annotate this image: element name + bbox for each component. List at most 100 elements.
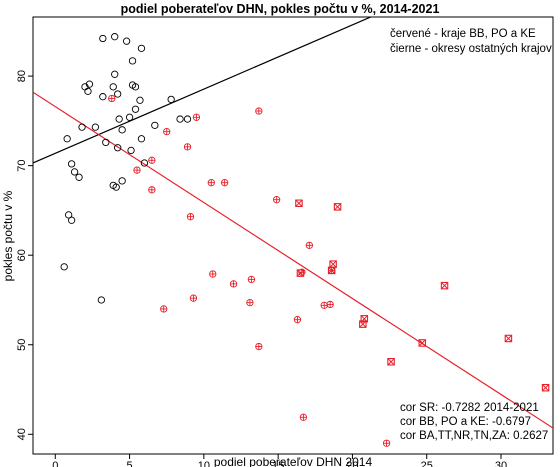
data-point-open-circle: [91, 123, 100, 131]
regression-lines: [33, 17, 553, 429]
data-point-square-x: [504, 334, 513, 343]
data-point-circle-plus: [209, 270, 217, 278]
legend: červené - kraje BB, PO a KE čierne - okr…: [390, 28, 552, 55]
legend-entry-black: čierne - okresy ostatných krajov: [390, 43, 552, 55]
data-point-open-circle: [99, 34, 107, 43]
data-point-open-circle: [65, 211, 73, 219]
data-point-square-x: [295, 199, 303, 208]
y-tick-label: 50: [16, 339, 28, 351]
y-axis-ticks: 40 50 60 70 80: [16, 70, 33, 440]
data-point-square-x: [329, 260, 337, 268]
data-point-circle-plus: [148, 156, 156, 164]
correlation-annotations: cor SR: -0.7282 2014-2021 cor BB, PO a K…: [400, 402, 548, 442]
data-point-open-circle: [70, 168, 79, 176]
data-point-circle-plus: [293, 316, 302, 324]
regression-line-black: [33, 17, 373, 164]
x-tick-label: 25: [421, 460, 433, 467]
chart-title: podiel poberateľov DHN, pokles počtu v %…: [121, 2, 440, 16]
legend-entry-red: červené - kraje BB, PO a KE: [390, 28, 536, 40]
data-point-open-circle: [131, 83, 140, 91]
x-tick-label: 0: [52, 460, 58, 467]
data-point-open-circle: [114, 90, 122, 98]
data-point-open-circle: [128, 57, 137, 65]
data-point-circle-plus: [305, 241, 313, 250]
y-tick-label: 70: [16, 160, 28, 172]
x-tick-label: 20: [346, 460, 358, 467]
data-point-square-x: [333, 203, 342, 211]
regression-line-red: [33, 91, 553, 429]
data-point-open-circle: [183, 115, 192, 123]
data-point-open-circle: [111, 33, 119, 41]
data-point-open-circle: [125, 113, 134, 121]
x-axis-label: podiel poberateľov DHN 2014: [214, 455, 373, 467]
data-point-open-circle: [118, 177, 126, 185]
data-point-open-circle: [109, 83, 117, 91]
data-point-square-x: [440, 281, 449, 290]
data-point-open-circle: [118, 126, 126, 134]
data-point-circle-plus: [207, 179, 215, 187]
data-point-circle-plus: [221, 179, 229, 187]
data-point-open-circle: [102, 138, 110, 147]
data-points: [60, 33, 550, 447]
data-point-square-x: [296, 269, 305, 277]
data-point-circle-plus: [192, 113, 201, 121]
data-point-open-circle: [140, 159, 149, 167]
data-point-circle-plus: [108, 94, 116, 103]
data-point-circle-plus: [255, 342, 263, 351]
annotation-cor-sr: cor SR: -0.7282 2014-2021: [400, 402, 539, 414]
data-point-open-circle: [67, 160, 76, 168]
data-point-circle-plus: [247, 275, 256, 284]
data-point-circle-plus: [273, 196, 281, 204]
data-point-open-circle: [167, 95, 175, 104]
x-tick-label: 5: [127, 460, 133, 467]
data-point-circle-plus: [229, 280, 238, 288]
data-point-open-circle: [97, 296, 105, 304]
plot-frame: [32, 16, 554, 455]
x-tick-label: 15: [272, 460, 284, 467]
data-point-open-circle: [67, 216, 76, 224]
y-axis-label: pokles počtu v %: [1, 190, 15, 281]
y-tick-label: 40: [16, 428, 28, 440]
data-point-square-x: [541, 383, 550, 392]
y-tick-label: 60: [16, 249, 28, 261]
data-point-circle-plus: [255, 107, 263, 115]
data-point-square-x: [327, 266, 336, 275]
annotation-cor-west: cor BA,TT,NR,TN,ZA: 0.2627: [400, 430, 548, 442]
data-point-circle-plus: [382, 439, 391, 447]
data-point-open-circle: [122, 37, 131, 45]
data-point-open-circle: [78, 123, 86, 131]
data-point-circle-plus: [299, 413, 308, 421]
data-point-circle-plus: [326, 300, 334, 309]
data-point-open-circle: [112, 183, 120, 191]
data-point-open-circle: [127, 146, 135, 155]
data-point-open-circle: [84, 87, 92, 95]
data-point-circle-plus: [320, 301, 328, 309]
data-point-circle-plus: [246, 299, 254, 307]
x-axis-ticks: 0 5 10 15 20 25 30: [52, 454, 507, 467]
data-point-circle-plus: [163, 127, 171, 136]
data-point-circle-plus: [189, 294, 198, 302]
data-point-open-circle: [111, 70, 119, 78]
data-point-circle-plus: [133, 166, 141, 174]
data-point-open-circle: [137, 135, 146, 143]
data-point-open-circle: [75, 173, 83, 181]
data-point-open-circle: [176, 115, 184, 123]
data-point-open-circle: [131, 105, 140, 113]
data-point-square-x: [359, 320, 367, 328]
data-point-open-circle: [114, 144, 122, 152]
data-point-open-circle: [136, 96, 144, 104]
data-point-open-circle: [137, 44, 146, 52]
data-point-circle-plus: [186, 213, 195, 221]
data-point-circle-plus: [148, 186, 156, 194]
data-point-circle-plus: [183, 143, 192, 151]
data-point-open-circle: [63, 135, 71, 143]
data-point-open-circle: [115, 115, 123, 123]
data-point-open-circle: [99, 93, 107, 101]
annotation-cor-bb-po-ke: cor BB, PO a KE: -0.6797: [400, 416, 531, 428]
x-tick-label: 30: [495, 460, 507, 467]
data-point-open-circle: [60, 263, 68, 271]
data-point-square-x: [418, 339, 427, 347]
data-point-open-circle: [151, 121, 159, 130]
data-point-square-x: [387, 358, 395, 366]
